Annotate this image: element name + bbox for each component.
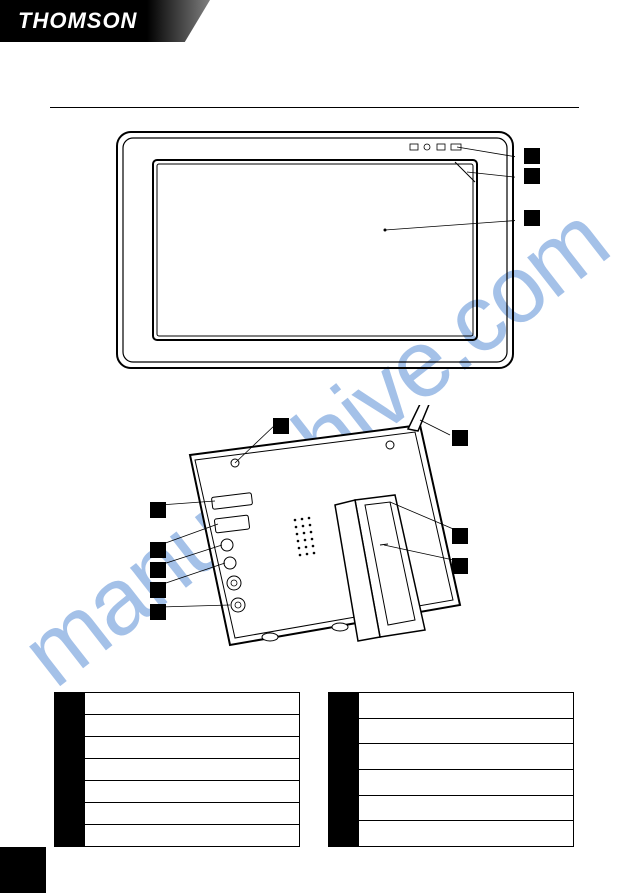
table-row <box>55 737 300 759</box>
table-row <box>55 803 300 825</box>
callout-box <box>150 604 166 620</box>
callout-box <box>452 528 468 544</box>
tables-row <box>54 692 575 847</box>
diagram-back <box>140 405 500 665</box>
page-number-tab <box>0 847 46 893</box>
brand-logo: THOMSON <box>18 8 137 34</box>
callout-box <box>273 418 289 434</box>
parts-table-right <box>328 692 574 847</box>
table-row <box>329 821 574 847</box>
header-bar: THOMSON <box>0 0 210 42</box>
table-row <box>55 693 300 715</box>
monitor-front-svg <box>115 130 515 370</box>
callout-box <box>524 148 540 164</box>
divider-line <box>50 107 579 108</box>
callout-box <box>524 168 540 184</box>
table-row <box>55 781 300 803</box>
callout-box <box>150 582 166 598</box>
table-row <box>329 744 574 770</box>
table-row <box>329 795 574 821</box>
table-row <box>55 759 300 781</box>
table-row <box>55 825 300 847</box>
monitor-back-svg <box>140 405 500 665</box>
table-row <box>329 693 574 719</box>
parts-table-left <box>54 692 300 847</box>
callout-box <box>150 562 166 578</box>
callout-box <box>524 210 540 226</box>
table-row <box>329 718 574 744</box>
callout-box <box>452 558 468 574</box>
table-row <box>329 769 574 795</box>
diagram-front <box>115 130 515 370</box>
callout-box <box>452 430 468 446</box>
table-row <box>55 715 300 737</box>
callout-box <box>150 542 166 558</box>
callout-box <box>150 502 166 518</box>
